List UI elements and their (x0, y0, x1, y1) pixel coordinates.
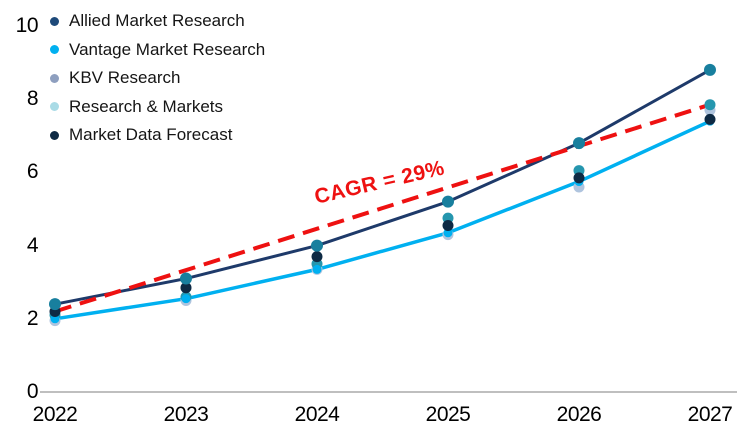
y-tick-label-6: 6 (26, 160, 39, 184)
legend-swatch-icon (50, 45, 59, 54)
y-tick-label-10: 10 (15, 14, 39, 37)
marker-series1-2022 (50, 314, 60, 324)
series-line-0 (53, 68, 712, 306)
x-tick-label-2024: 2024 (294, 403, 340, 426)
legend-label: KBV Research (69, 68, 181, 87)
legend-label: Allied Market Research (69, 11, 245, 30)
legend-item-vantage-market-research: Vantage Market Research (50, 39, 265, 61)
marker-series0-2027 (704, 63, 716, 76)
y-tick-label-8: 8 (26, 87, 39, 111)
legend-item-allied-market-research: Allied Market Research (50, 10, 265, 32)
legend-label: Vantage Market Research (69, 39, 266, 59)
cagr-trend-line (54, 102, 711, 314)
marker-series2-2027 (704, 99, 716, 111)
legend-label: Market Data Forecast (69, 125, 233, 144)
legend-item-market-data-forecast: Market Data Forecast (50, 124, 265, 146)
marker-series4-2027 (704, 113, 716, 125)
legend-item-kbv-research: KBV Research (50, 67, 265, 89)
marker-series4-2023 (180, 282, 192, 294)
marker-series1-2025 (443, 228, 453, 238)
legend-swatch-icon (50, 130, 59, 140)
legend-swatch-icon (50, 102, 59, 111)
legend-item-research-and-markets: Research & Markets (50, 96, 265, 118)
marker-series4-2026 (573, 172, 585, 184)
legend-swatch-icon (50, 16, 59, 26)
marker-series0-2026 (573, 137, 585, 150)
marker-series4-2025 (442, 219, 454, 231)
x-tick-label-2023: 2023 (163, 403, 209, 426)
marker-series0-2023 (180, 272, 192, 285)
x-tick-label-2026: 2026 (556, 403, 602, 426)
legend-label: Research & Markets (69, 96, 223, 116)
x-tick-label-2025: 2025 (425, 403, 471, 426)
marker-series0-2024 (311, 239, 323, 252)
x-tick-label-2022: 2022 (32, 403, 78, 426)
y-tick-label-4: 4 (26, 233, 39, 257)
legend: Allied Market Research Vantage Market Re… (50, 10, 265, 146)
x-tick-label-2027: 2027 (687, 403, 733, 426)
marker-series4-2024 (311, 251, 323, 263)
marker-series1-2024 (312, 264, 322, 274)
marker-series0-2022 (49, 298, 61, 311)
marker-series1-2023 (181, 294, 191, 304)
legend-swatch-icon (50, 73, 59, 83)
y-tick-label-2: 2 (26, 306, 39, 330)
y-tick-label-0: 0 (26, 380, 39, 403)
series-line-1 (53, 119, 712, 321)
marker-series0-2025 (442, 195, 454, 208)
